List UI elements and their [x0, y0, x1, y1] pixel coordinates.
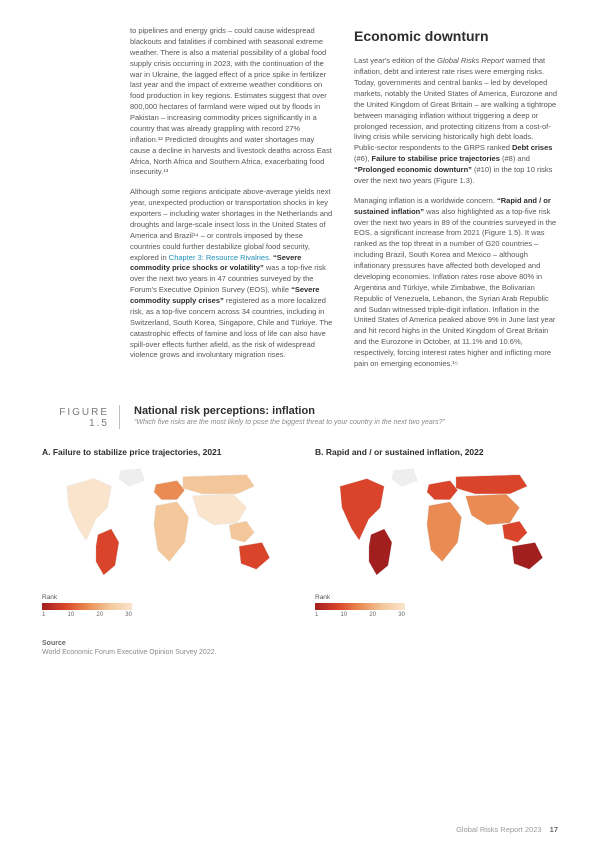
legend-ticks-b: 1 10 20 30 — [315, 612, 405, 618]
chapter-link[interactable]: Chapter 3: Resource Rivalries — [169, 253, 269, 262]
tick: 20 — [96, 612, 103, 618]
bold-run: Failure to stabilise price trajectories — [372, 154, 500, 163]
tick: 1 — [42, 612, 45, 618]
source-block: Source World Economic Forum Executive Op… — [42, 640, 558, 656]
text-run: Managing inflation is a worldwide concer… — [354, 196, 497, 205]
footer-page-number: 17 — [550, 825, 558, 834]
text-run: Last year's edition of the — [354, 56, 437, 65]
text-run: was also highlighted as a top-five risk … — [354, 207, 556, 368]
maps-row: A. Failure to stabilize price trajectori… — [42, 447, 558, 618]
text-run: (#6), — [354, 154, 372, 163]
figure-subtitle: “Which five risks are the most likely to… — [134, 419, 558, 426]
legend-gradient-a — [42, 603, 132, 610]
world-map-b — [315, 465, 558, 581]
section-heading: Economic downturn — [354, 26, 558, 46]
text-run: (#8) and — [500, 154, 530, 163]
map-b-label: B. Rapid and / or sustained inflation, 2… — [315, 447, 558, 457]
tick: 10 — [341, 612, 348, 618]
footer-doc: Global Risks Report 2023 — [456, 825, 541, 834]
right-para-1: Last year's edition of the Global Risks … — [354, 56, 558, 187]
bold-run: Debt crises — [512, 143, 552, 152]
map-a-label: A. Failure to stabilize price trajectori… — [42, 447, 285, 457]
legend-gradient-b — [315, 603, 405, 610]
legend-title-a: Rank — [42, 594, 285, 601]
world-map-a — [42, 465, 285, 581]
bold-run: “Prolonged economic downturn” — [354, 165, 472, 174]
text-run: registered as a more localized risk, as … — [130, 296, 332, 359]
right-column: Economic downturn Last year's edition of… — [354, 26, 558, 379]
tick: 20 — [369, 612, 376, 618]
text-run: warned that inflation, debt and interest… — [354, 56, 557, 152]
source-text: World Economic Forum Executive Opinion S… — [42, 649, 558, 656]
text-run: Although some regions anticipate above-a… — [130, 187, 332, 261]
tick: 30 — [398, 612, 405, 618]
figure-header: FIGURE 1.5 National risk perceptions: in… — [42, 405, 558, 429]
legend-b: Rank 1 10 20 30 — [315, 594, 558, 618]
tick: 10 — [68, 612, 75, 618]
map-a-block: A. Failure to stabilize price trajectori… — [42, 447, 285, 618]
figure-number: FIGURE 1.5 — [42, 405, 120, 429]
italic-run: Global Risks Report — [437, 56, 504, 65]
left-para-1: to pipelines and energy grids – could ca… — [130, 26, 334, 178]
legend-title-b: Rank — [315, 594, 558, 601]
tick: 30 — [125, 612, 132, 618]
left-column: to pipelines and energy grids – could ca… — [130, 26, 334, 379]
right-para-2: Managing inflation is a worldwide concer… — [354, 196, 558, 370]
figure-title: National risk perceptions: inflation — [134, 405, 558, 417]
left-para-2: Although some regions anticipate above-a… — [130, 187, 334, 361]
page-footer: Global Risks Report 2023 17 — [456, 825, 558, 834]
source-heading: Source — [42, 640, 558, 647]
legend-ticks-a: 1 10 20 30 — [42, 612, 132, 618]
tick: 1 — [315, 612, 318, 618]
map-b-block: B. Rapid and / or sustained inflation, 2… — [315, 447, 558, 618]
legend-a: Rank 1 10 20 30 — [42, 594, 285, 618]
